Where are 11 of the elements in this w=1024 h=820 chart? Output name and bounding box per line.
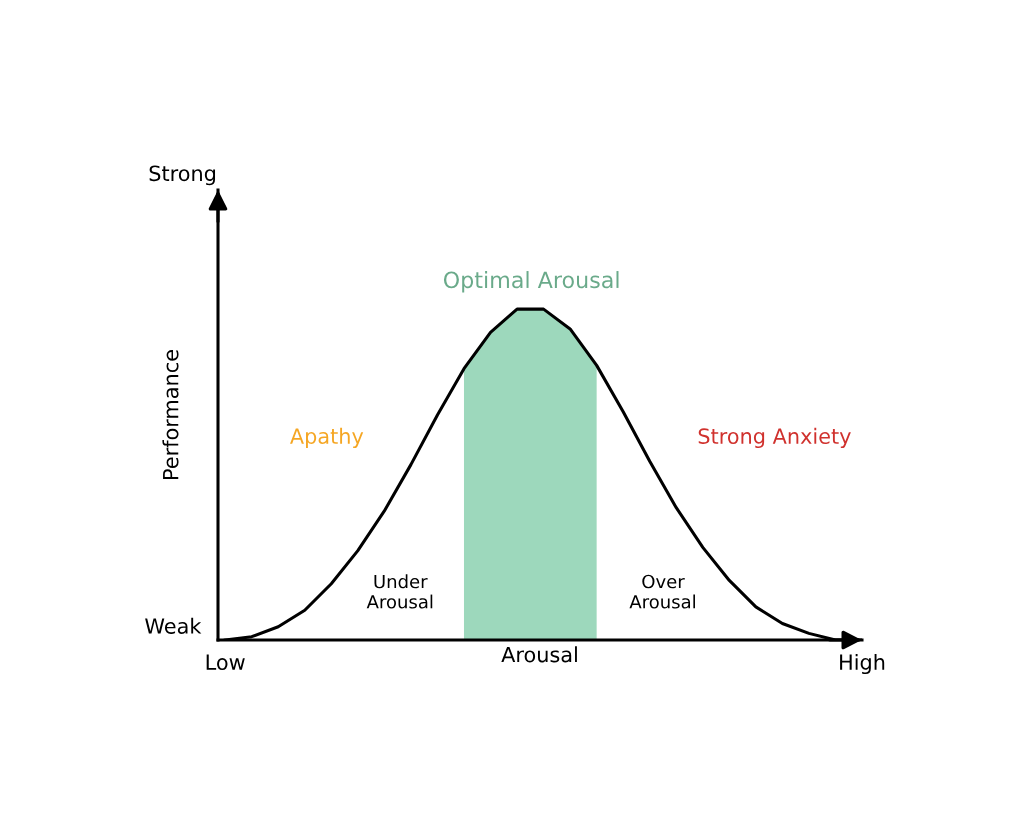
- text: Strong: [149, 165, 216, 186]
- x-tick-label: High: [840, 653, 885, 675]
- annotation: Over Arousal: [629, 574, 695, 609]
- annotation: Strong Anxiety: [698, 427, 851, 449]
- x-axis-title: Arousal: [501, 646, 577, 663]
- annotation: Apathy: [290, 427, 364, 449]
- text: Weak: [145, 617, 202, 634]
- y-axis-title: Performance: [162, 350, 179, 479]
- annotation: Under Arousal: [366, 574, 433, 609]
- x-tick-label: Low: [206, 654, 245, 671]
- text: Optimal Arousal: [443, 271, 619, 293]
